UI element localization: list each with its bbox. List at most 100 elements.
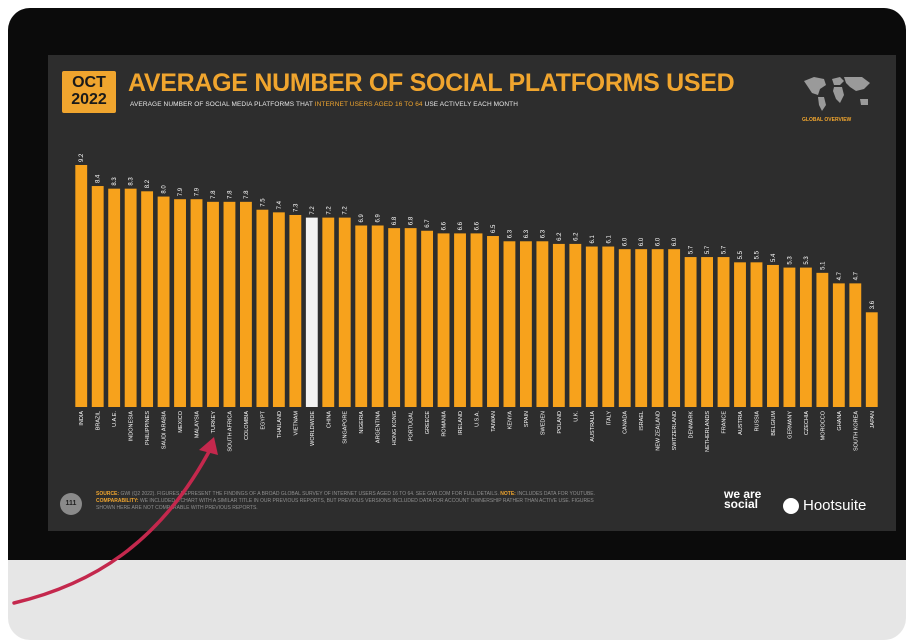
bar-philippines <box>141 191 154 407</box>
category-label: SWITZERLAND <box>672 411 678 450</box>
date-badge: OCT 2022 <box>62 71 116 113</box>
bar-israel <box>635 249 648 407</box>
category-label: AUSTRALIA <box>590 411 596 442</box>
value-label: 5.3 <box>804 256 810 265</box>
value-label: 3.6 <box>870 300 876 309</box>
world-map-icon <box>804 77 870 111</box>
bar-egypt <box>256 209 269 407</box>
category-label: AUSTRIA <box>738 411 744 435</box>
category-label: COLOMBIA <box>244 411 250 440</box>
value-label: 7.2 <box>343 206 349 215</box>
bar-czechia <box>799 267 812 407</box>
category-label: NETHERLANDS <box>705 411 711 452</box>
bar-japan <box>865 312 878 407</box>
source-note: SOURCE: GWI (Q2 2022). FIGURES REPRESENT… <box>96 491 595 497</box>
slide-subtitle: AVERAGE NUMBER OF SOCIAL MEDIA PLATFORMS… <box>130 101 518 108</box>
category-label: SINGAPORE <box>343 411 349 444</box>
category-label: NEW ZEALAND <box>656 411 662 451</box>
value-label: 6.6 <box>475 221 481 230</box>
bar-denmark <box>684 257 697 407</box>
bar-colombia <box>240 201 252 407</box>
subtitle-highlight: INTERNET USERS AGED 16 TO 64 <box>314 101 423 108</box>
value-label: 6.0 <box>639 237 645 246</box>
hootsuite-name: Hootsuite <box>803 497 867 514</box>
category-label: CZECHIA <box>804 411 810 435</box>
bar-vietnam <box>289 214 302 407</box>
bar-ghana <box>832 283 845 407</box>
value-label: 6.0 <box>656 237 662 246</box>
category-label: RUSSIA <box>754 411 760 432</box>
value-label: 6.3 <box>507 229 513 238</box>
value-label: 7.8 <box>211 190 217 199</box>
value-label: 6.9 <box>376 213 382 222</box>
category-label: U.K. <box>573 411 579 422</box>
category-label: FRANCE <box>722 411 728 434</box>
value-label: 6.3 <box>540 229 546 238</box>
bar-germany <box>783 267 796 407</box>
bar-argentina <box>371 225 384 407</box>
subtitle-text: AVERAGE NUMBER OF SOCIAL MEDIA PLATFORMS… <box>130 101 315 108</box>
value-label: 6.2 <box>557 232 563 241</box>
value-label: 7.9 <box>195 187 201 196</box>
bar-indonesia <box>124 188 137 407</box>
note-text: INCLUDES DATA FOR YOUTUBE. <box>517 491 596 497</box>
category-label: SOUTH KOREA <box>853 411 859 451</box>
screen-area: OCT 2022 AVERAGE NUMBER OF SOCIAL PLATFO… <box>8 8 906 560</box>
category-label: GHANA <box>837 411 843 431</box>
value-label: 6.6 <box>442 221 448 230</box>
category-label: DENMARK <box>689 411 695 439</box>
value-label: 5.3 <box>787 256 793 265</box>
bar-taiwan <box>487 236 499 407</box>
category-label: SAUDI ARABIA <box>162 411 168 450</box>
category-label: POLAND <box>557 411 563 434</box>
value-label: 8.3 <box>112 177 118 186</box>
category-label: BRAZIL <box>96 411 102 430</box>
bar-u-a-e- <box>108 188 121 407</box>
bar-morocco <box>816 272 829 407</box>
bar-russia <box>750 262 763 407</box>
source-label: SOURCE: <box>96 491 120 497</box>
value-label: 5.1 <box>820 261 826 270</box>
value-label: 7.8 <box>227 190 233 199</box>
bar-austria <box>734 262 746 407</box>
comparability-note: COMPARABILITY: WE INCLUDED A CHART WITH … <box>96 498 594 504</box>
date-year: 2022 <box>71 91 107 108</box>
category-label: GERMANY <box>787 411 793 439</box>
bar-new-zealand <box>651 249 664 407</box>
comparability-note-2: SHOWN HERE ARE NOT COMPARABLE WITH PREVI… <box>96 505 258 511</box>
category-label: SPAIN <box>524 411 530 427</box>
value-label: 7.8 <box>244 190 250 199</box>
category-label: TURKEY <box>211 411 217 434</box>
subtitle-text-end: USE ACTIVELY EACH MONTH <box>422 101 518 108</box>
bar-belgium <box>767 264 779 407</box>
bar-south-africa <box>223 201 236 407</box>
bar-romania <box>437 233 450 407</box>
category-label: ISRAEL <box>639 411 645 431</box>
slide-title: AVERAGE NUMBER OF SOCIAL PLATFORMS USED <box>128 69 735 97</box>
value-label: 4.7 <box>853 271 859 280</box>
value-label: 6.9 <box>359 213 365 222</box>
bar-india <box>75 165 88 407</box>
value-label: 5.7 <box>722 245 728 254</box>
bar-u-k- <box>569 243 582 407</box>
bar-chart: 9.2 INDIA 8.4 BRAZIL 8.3 U.A.E. 8.3 INDONESIA 8.… <box>75 153 878 452</box>
bar-france <box>717 257 730 407</box>
category-label: SWEDEN <box>540 411 546 435</box>
value-label: 6.6 <box>458 221 464 230</box>
value-label: 9.2 <box>79 153 85 162</box>
value-label: 6.8 <box>409 216 415 225</box>
bar-switzerland <box>668 249 681 407</box>
bar-australia <box>585 246 598 407</box>
category-label: VIETNAM <box>293 411 299 436</box>
bar-saudi-arabia <box>157 196 170 407</box>
value-label: 6.7 <box>425 219 431 228</box>
category-label: THAILAND <box>277 411 283 438</box>
category-label: CANADA <box>623 411 629 434</box>
category-label: CHINA <box>326 411 332 428</box>
category-label: ROMANIA <box>442 411 448 437</box>
bar-poland <box>552 243 565 407</box>
value-label: 6.3 <box>524 229 530 238</box>
value-label: 6.2 <box>573 232 579 241</box>
value-label: 8.3 <box>129 177 135 186</box>
value-label: 5.5 <box>738 250 744 259</box>
